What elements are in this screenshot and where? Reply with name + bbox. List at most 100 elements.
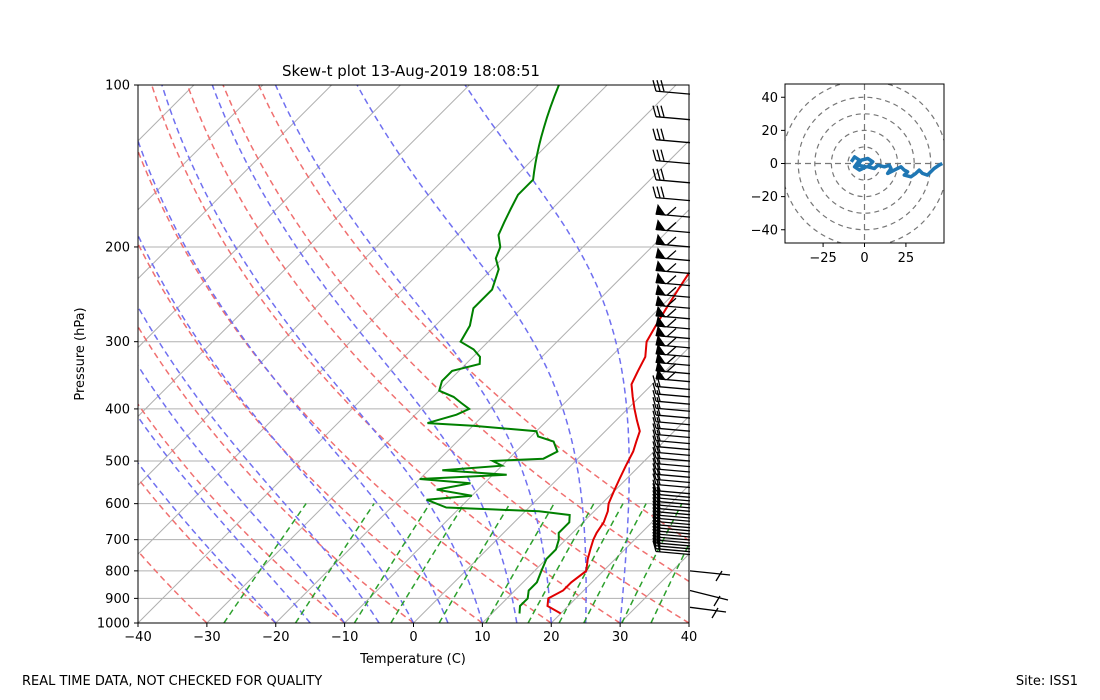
- wind-barb: [652, 410, 691, 426]
- y-tick-label: 800: [105, 564, 130, 579]
- wind-barb: [652, 497, 691, 512]
- moist-adiabat-line: [138, 233, 415, 623]
- y-tick-label: 700: [105, 533, 130, 548]
- isotherm-line: [138, 85, 677, 623]
- wind-barb: [652, 390, 691, 405]
- isotherm-line: [344, 277, 689, 623]
- skewt-x-tick-labels: −40 −30 −20 −10 0 10 20 30 40: [124, 623, 697, 645]
- dry-adiabat-line: [138, 402, 346, 623]
- wind-barb: [652, 79, 691, 95]
- quality-disclaimer: REAL TIME DATA, NOT CHECKED FOR QUALITY: [22, 674, 323, 689]
- dry-adiabat-line: [138, 550, 208, 623]
- dry-adiabat-lines: [138, 85, 689, 623]
- wind-barb: [652, 503, 691, 519]
- wind-barb: [652, 105, 691, 121]
- wind-barb: [655, 315, 691, 330]
- y-tick-label: 500: [105, 455, 130, 470]
- dry-adiabat-line: [258, 85, 689, 542]
- moist-adiabat-line: [161, 85, 484, 623]
- wind-barb: [655, 203, 691, 218]
- moist-adiabat-lines: [138, 85, 630, 623]
- dewpoint-profile-line: [419, 85, 571, 614]
- hodograph-y-tick-label: −40: [751, 223, 778, 238]
- y-tick-label: 100: [105, 79, 130, 94]
- skewt-y-axis-label: Pressure (hPa): [73, 307, 88, 400]
- wind-barb: [655, 368, 691, 383]
- isotherm-line: [275, 209, 689, 623]
- moist-adiabat-line: [356, 85, 587, 623]
- wind-barb: [652, 375, 691, 391]
- moist-adiabat-line: [211, 85, 518, 623]
- moist-adiabat-line: [464, 85, 630, 623]
- x-tick-label: −30: [193, 630, 220, 645]
- wind-barb: [655, 272, 691, 287]
- wind-barb: [655, 352, 691, 367]
- y-tick-label: 1000: [97, 617, 130, 632]
- wind-barb: [689, 589, 729, 607]
- isotherm-line: [688, 622, 689, 623]
- y-tick-label: 200: [105, 240, 130, 255]
- dry-adiabat-line: [138, 325, 414, 623]
- wind-barb: [652, 510, 691, 526]
- wind-barb: [652, 149, 691, 165]
- wind-barb: [652, 473, 691, 489]
- wind-barb: [652, 519, 691, 535]
- hodograph-ring: [814, 113, 915, 214]
- wind-barb: [652, 479, 691, 495]
- wind-barb: [652, 435, 691, 451]
- mixing-ratio-line: [294, 503, 375, 623]
- wind-barb: [652, 468, 691, 484]
- wind-barb: [652, 500, 691, 516]
- wind-barb: [652, 490, 691, 506]
- x-tick-label: 40: [681, 630, 698, 645]
- x-tick-label: 20: [543, 630, 560, 645]
- hodograph-y-tick-label: −20: [751, 190, 778, 205]
- moist-adiabat-line: [138, 138, 449, 623]
- isotherm-line: [550, 484, 689, 623]
- wind-barb: [652, 483, 691, 498]
- wind-barb: [655, 334, 691, 349]
- skewt-axes-frame: [137, 84, 690, 624]
- x-tick-label: −40: [124, 630, 151, 645]
- dry-adiabat-line: [138, 242, 483, 623]
- hodograph-wind-trace: [849, 155, 944, 179]
- isotherm-line: [138, 85, 332, 280]
- x-tick-label: 30: [612, 630, 629, 645]
- wind-barb: [652, 128, 691, 144]
- wind-barb: [655, 233, 691, 248]
- wind-barb: [652, 382, 691, 398]
- isotherm-line: [138, 85, 401, 349]
- wind-barb: [652, 446, 691, 462]
- mixing-ratio-line: [583, 503, 647, 623]
- x-tick-label: 10: [474, 630, 491, 645]
- y-tick-label: 900: [105, 592, 130, 607]
- y-tick-label: 300: [105, 335, 130, 350]
- wind-barb: [652, 452, 691, 468]
- dry-adiabat-line: [138, 477, 277, 623]
- wind-barb: [652, 168, 691, 184]
- mixing-ratio-line: [438, 503, 511, 623]
- wind-barb: [652, 513, 691, 529]
- hodograph-x-tick-label: 25: [898, 251, 915, 266]
- hodograph-x-tick-label: −25: [809, 251, 836, 266]
- hodograph-x-tick-labels: −25 0 25: [809, 243, 914, 266]
- mixing-ratio-lines: [223, 503, 689, 623]
- wind-barb: [655, 325, 691, 340]
- wind-barb: [652, 397, 691, 412]
- x-tick-label: −10: [331, 630, 358, 645]
- wind-barb: [652, 507, 691, 522]
- wind-barb: [652, 528, 691, 544]
- isotherm-line: [138, 85, 195, 142]
- wind-barb: [652, 486, 691, 502]
- mixing-ratio-line: [223, 503, 307, 623]
- wind-barb: [655, 260, 691, 275]
- wind-barb: [652, 534, 691, 550]
- isotherm-gridlines: [138, 85, 689, 623]
- wind-barb: [652, 522, 691, 538]
- isotherm-line: [413, 346, 689, 623]
- moist-adiabat-line: [138, 415, 311, 623]
- moist-adiabat-line: [138, 461, 277, 623]
- x-tick-label: 0: [409, 630, 417, 645]
- wind-barb: [655, 295, 691, 309]
